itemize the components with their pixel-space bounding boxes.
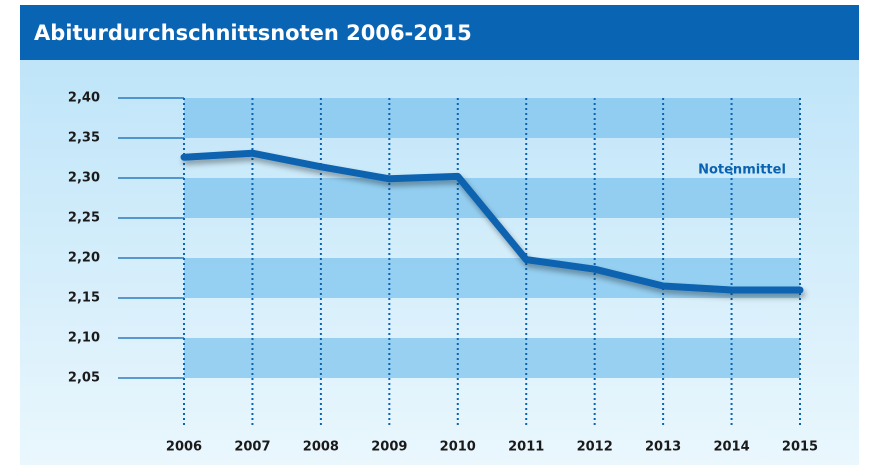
x-tick-label: 2010 xyxy=(440,440,476,455)
y-tick-label: 2,05 xyxy=(68,371,100,386)
x-tick-label: 2006 xyxy=(166,440,202,455)
x-tick-label: 2011 xyxy=(508,440,544,455)
grid-band xyxy=(184,338,800,378)
series-label: Notenmittel xyxy=(698,163,786,178)
y-tick-label: 2,30 xyxy=(68,171,100,186)
panel xyxy=(20,5,859,465)
x-tick-label: 2014 xyxy=(713,440,749,455)
chart-title: Abiturdurchschnittsnoten 2006-2015 xyxy=(34,21,472,45)
y-tick-label: 2,40 xyxy=(68,91,100,106)
grid-band xyxy=(184,98,800,138)
x-tick-label: 2007 xyxy=(234,440,270,455)
y-tick-label: 2,35 xyxy=(68,131,100,146)
x-tick-label: 2009 xyxy=(371,440,407,455)
header xyxy=(20,5,859,60)
x-tick-label: 2013 xyxy=(645,440,681,455)
y-tick-label: 2,25 xyxy=(68,211,100,226)
grid-band xyxy=(184,178,800,218)
y-tick-label: 2,15 xyxy=(68,291,100,306)
x-tick-label: 2015 xyxy=(782,440,818,455)
y-tick-label: 2,10 xyxy=(68,331,100,346)
x-tick-label: 2008 xyxy=(303,440,339,455)
x-tick-label: 2012 xyxy=(577,440,613,455)
y-tick-label: 2,20 xyxy=(68,251,100,266)
line xyxy=(180,149,804,294)
